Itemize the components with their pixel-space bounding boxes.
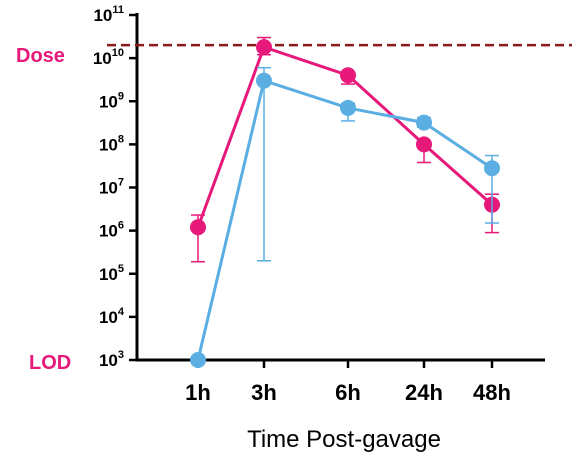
axes: 1011 1010 109 108 107 106 105 104 103 1h 3h 6h 24h 48… — [93, 4, 545, 405]
y-tick-label: 104 — [99, 306, 125, 327]
x-axis-label: Time Post-gavage — [247, 426, 441, 453]
series-1 — [190, 36, 500, 263]
data-point — [416, 114, 432, 131]
data-point — [416, 136, 432, 153]
y-tick-label: 1011 — [93, 4, 124, 25]
labels: Time Post-gavage Dose LOD — [16, 45, 441, 453]
y-tick-label: 105 — [99, 263, 124, 284]
lod-label: LOD — [29, 352, 71, 374]
data-point — [190, 352, 206, 368]
y-tick-label: 109 — [99, 90, 124, 111]
y-tick-label: 107 — [99, 177, 124, 198]
data-point — [256, 72, 272, 89]
series-2 — [190, 66, 500, 368]
x-tick-label: 48h — [473, 380, 511, 405]
data-point — [484, 160, 500, 177]
data-point — [340, 67, 356, 84]
x-tick-label: 3h — [251, 380, 277, 405]
y-tick-label: 103 — [99, 349, 124, 370]
series-line — [196, 78, 493, 361]
data-point — [190, 219, 206, 236]
data-point — [340, 99, 356, 116]
data-point — [256, 39, 272, 56]
y-tick-label: 1010 — [93, 47, 124, 68]
y-tick-label: 108 — [99, 133, 124, 154]
x-tick-label: 6h — [335, 380, 361, 405]
dose-label: Dose — [16, 45, 65, 67]
x-tick-label: 1h — [185, 380, 211, 405]
series-layer — [190, 36, 500, 368]
x-tick-label: 24h — [405, 380, 443, 405]
y-tick-label: 106 — [99, 220, 124, 241]
